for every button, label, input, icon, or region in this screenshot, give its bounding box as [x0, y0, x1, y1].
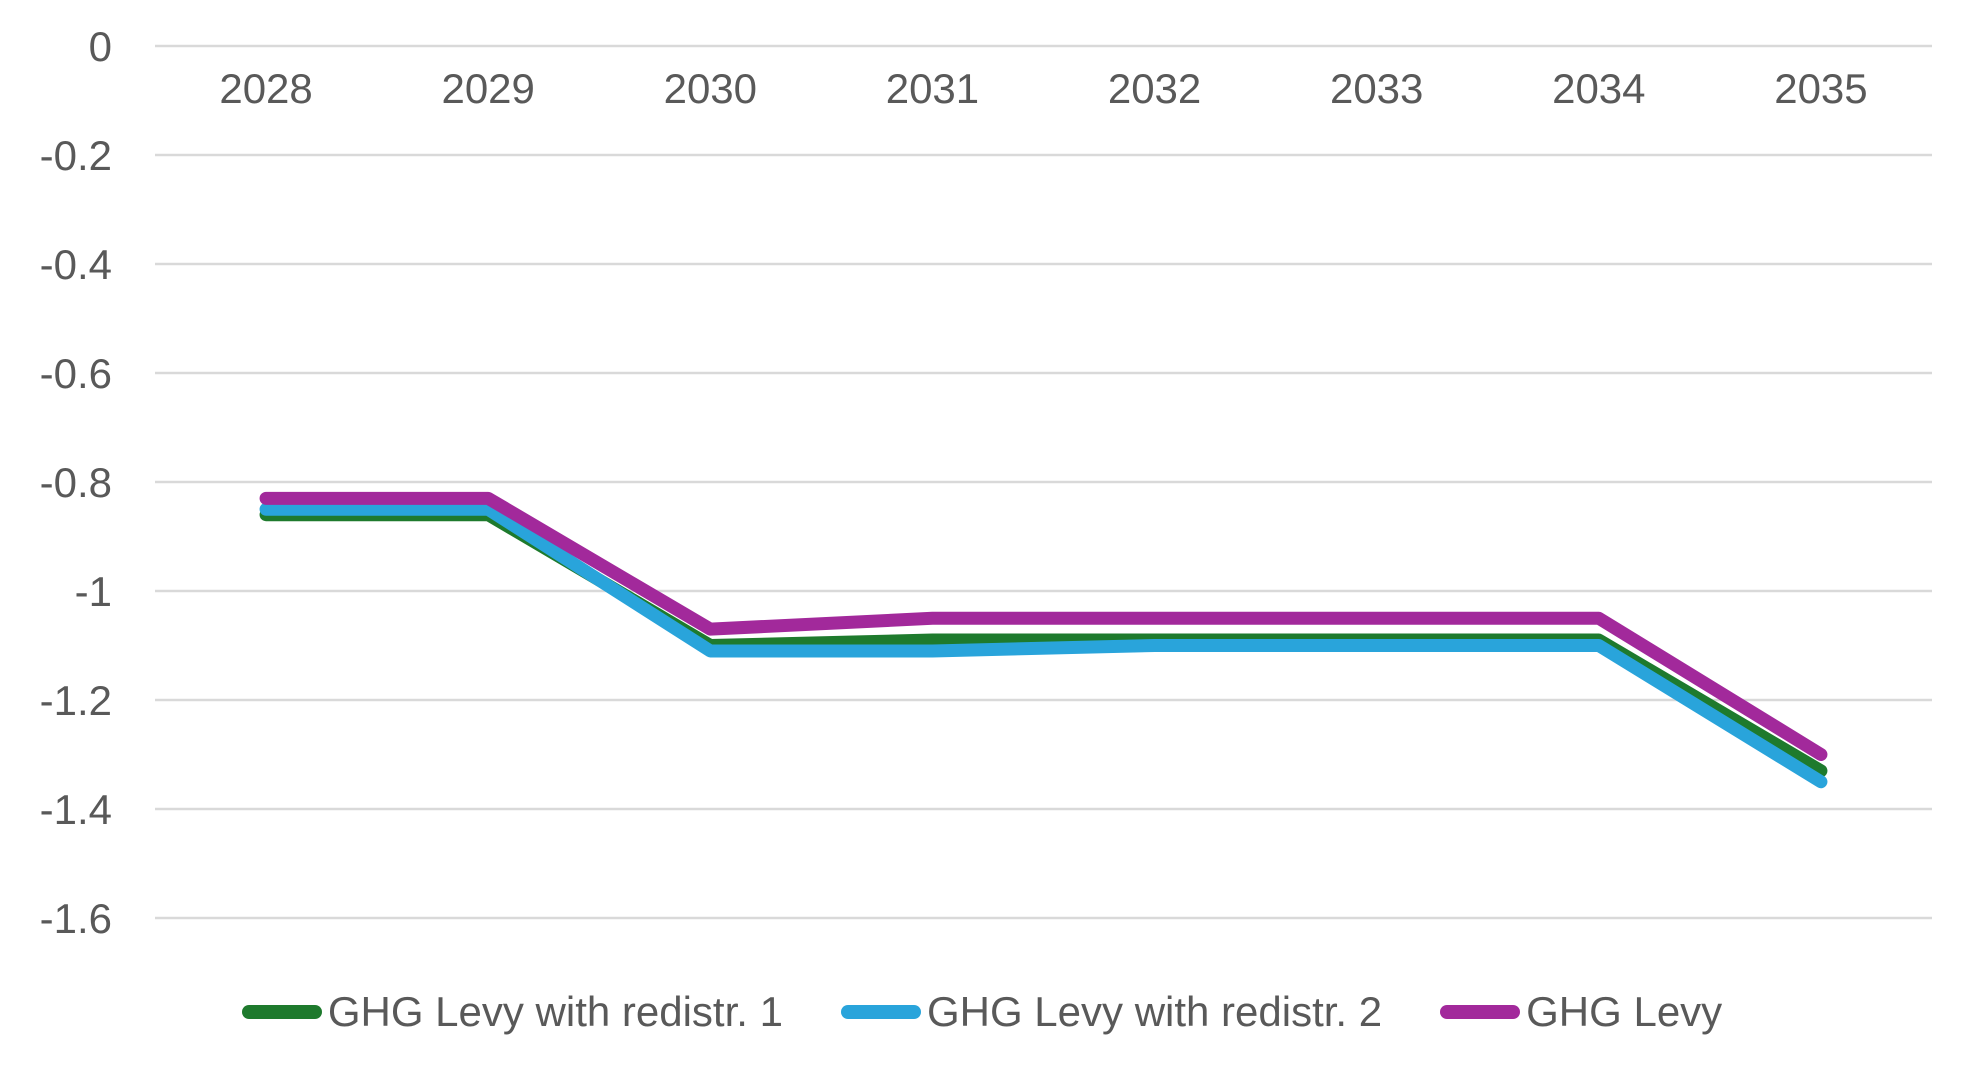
legend-item-ghg-levy: GHG Levy [1440, 988, 1722, 1036]
legend-swatch-purple [1440, 1005, 1521, 1019]
x-axis-tick-label: 2035 [1774, 65, 1867, 112]
legend-item-ghg-levy-redistr-1: GHG Levy with redistr. 1 [241, 988, 783, 1036]
legend-swatch-blue [840, 1005, 921, 1019]
y-axis-tick-label: -0.6 [40, 350, 112, 397]
x-axis-tick-label: 2029 [441, 65, 534, 112]
x-axis-tick-label: 2028 [219, 65, 312, 112]
y-axis-tick-label: -1.6 [40, 895, 112, 942]
y-axis-tick-label: -1.2 [40, 677, 112, 724]
y-axis-tick-label: -1.4 [40, 786, 112, 833]
legend-label: GHG Levy with redistr. 1 [327, 988, 783, 1035]
series-line-ghg-levy [259, 491, 1828, 761]
series-line-ghg-levy-with-redistr-2 [259, 502, 1828, 789]
legend-item-ghg-levy-redistr-2: GHG Levy with redistr. 2 [840, 988, 1383, 1036]
x-axis-tick-label: 2030 [664, 65, 757, 112]
legend-label: GHG Levy with redistr. 2 [926, 988, 1383, 1035]
legend-swatch-green [241, 1005, 322, 1019]
y-axis-tick-label: -0.8 [40, 459, 112, 506]
y-axis-tick-label: -0.4 [40, 241, 112, 288]
legend-label: GHG Levy [1526, 988, 1723, 1035]
y-axis-tick-label: -1 [75, 568, 112, 615]
chart-legend: GHG Levy with redistr. 1 GHG Levy with r… [0, 988, 1964, 1036]
y-axis-tick-label: 0 [89, 23, 112, 70]
x-axis-tick-label: 2033 [1330, 65, 1423, 112]
x-axis-tick-label: 2031 [886, 65, 979, 112]
x-axis-tick-label: 2034 [1552, 65, 1645, 112]
y-axis-tick-label: -0.2 [40, 132, 112, 179]
x-axis-tick-label: 2032 [1108, 65, 1201, 112]
